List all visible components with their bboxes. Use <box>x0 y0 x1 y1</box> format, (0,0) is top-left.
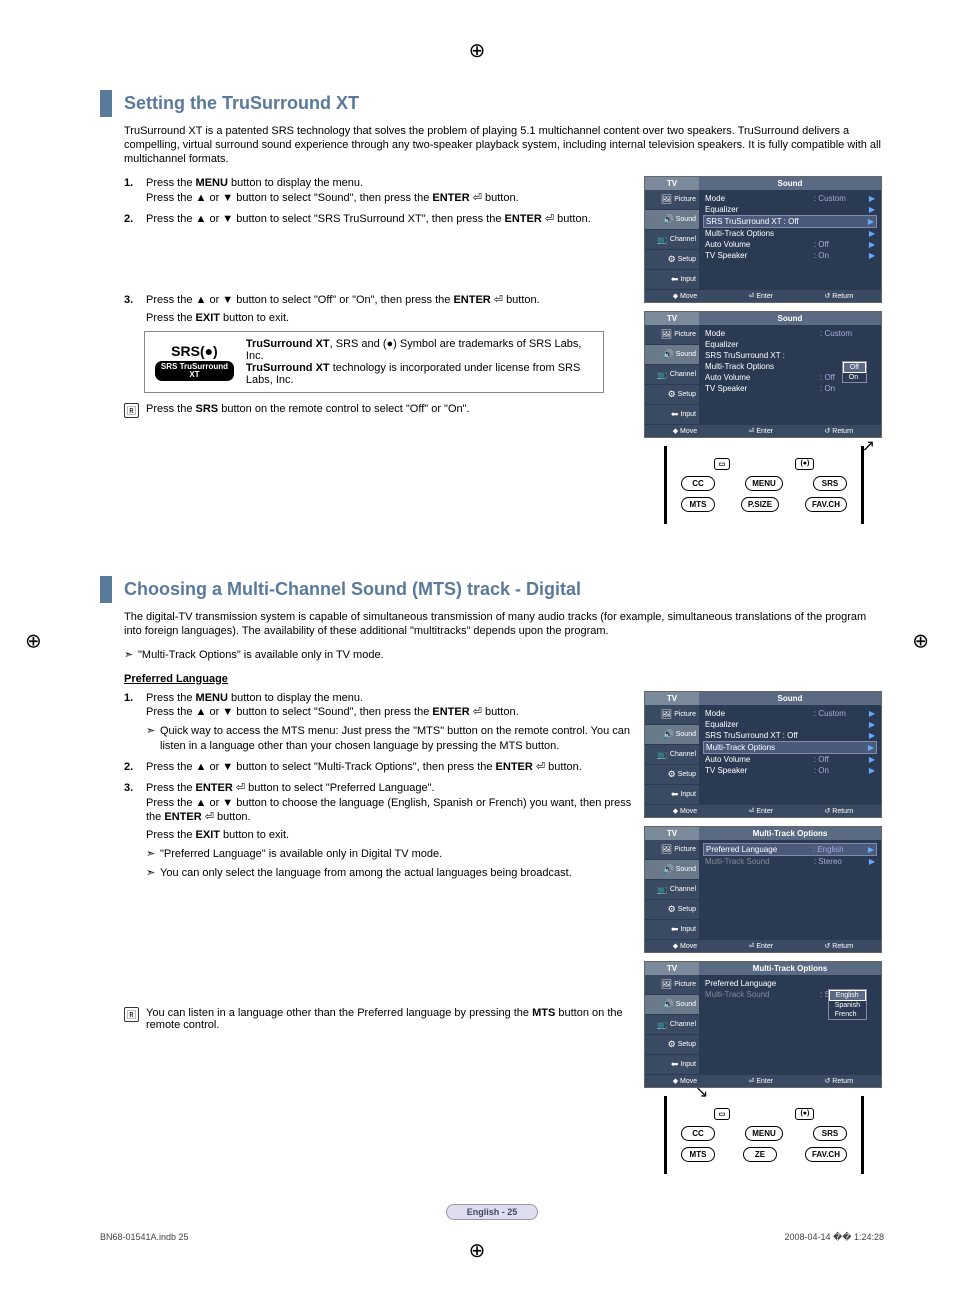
step-number: 2. <box>124 212 133 227</box>
step-number: 1. <box>124 176 133 191</box>
step-number: 3. <box>124 293 133 308</box>
crop-mark-icon: ⊕ <box>469 1238 486 1263</box>
step: 2. Press the ▲ or ▼ button to select "SR… <box>124 212 632 227</box>
remote-diagram-2: ▭(●)CCMENUSRSMTSZEFAV.CH↘ <box>664 1096 864 1174</box>
remote-diagram-1: ▭(●)CCMENUSRS↗MTSP.SIZEFAV.CH <box>664 446 864 524</box>
page-number: English - 25 <box>100 1206 884 1218</box>
arrow-icon: ↘ <box>695 1082 708 1102</box>
step-note: Quick way to access the MTS menu: Just p… <box>146 724 632 754</box>
remote-icon: 🅁 <box>124 1007 139 1022</box>
remote-button: CC <box>681 1126 715 1141</box>
remote-button: FAV.CH <box>805 497 847 512</box>
step: 3. Press the ▲ or ▼ button to select "Of… <box>124 293 632 326</box>
remote-button: P.SIZE <box>741 497 779 512</box>
remote-button: MTS <box>681 497 715 512</box>
remote-button: SRS <box>813 476 847 491</box>
remote-button: ZE <box>743 1147 777 1162</box>
step: 2. Press the ▲ or ▼ button to select "Mu… <box>124 760 632 775</box>
step: 3. Press the ENTER ⏎ button to select "P… <box>124 781 632 881</box>
remote-button: CC <box>681 476 715 491</box>
osd-panel-sound-3: TVSound🖼Picture🔊Sound📺Channel⚙Setup⬅Inpu… <box>644 691 882 818</box>
step: 1. Press the MENU button to display the … <box>124 176 632 206</box>
step-number: 3. <box>124 781 133 796</box>
remote-icon: 🅁 <box>124 403 139 418</box>
section-note: "Multi-Track Options" is available only … <box>124 649 884 663</box>
section-title: Choosing a Multi-Channel Sound (MTS) tra… <box>100 576 884 603</box>
osd-panel-mto-2: TVMulti-Track Options🖼Picture🔊Sound📺Chan… <box>644 961 882 1088</box>
step: 1. Press the MENU button to display the … <box>124 691 632 754</box>
remote-button: MENU <box>745 1126 783 1141</box>
osd-panel-sound-1: TVSound🖼Picture🔊Sound📺Channel⚙Setup⬅Inpu… <box>644 176 882 303</box>
srs-trademark-text: TruSurround XT, SRS and (●) Symbol are t… <box>246 338 593 386</box>
step-number: 2. <box>124 760 133 775</box>
arrow-icon: ↗ <box>862 436 875 456</box>
srs-logo-icon: SRS(●) SRS TruSurround XT <box>155 344 234 381</box>
footer-filename: BN68-01541A.indb 25 <box>100 1232 189 1243</box>
remote-button: MTS <box>681 1147 715 1162</box>
section-intro: TruSurround XT is a patented SRS technol… <box>100 125 884 166</box>
step-note: You can only select the language from am… <box>146 866 632 881</box>
osd-panel-sound-2: TVSound🖼Picture🔊Sound📺Channel⚙Setup⬅Inpu… <box>644 311 882 438</box>
section-title: Setting the TruSurround XT <box>100 90 884 117</box>
subheading: Preferred Language <box>124 673 884 685</box>
remote-button: SRS <box>813 1126 847 1141</box>
footer-timestamp: 2008-04-14 �� 1:24:28 <box>784 1232 884 1243</box>
step-note: "Preferred Language" is available only i… <box>146 847 632 862</box>
remote-tip: 🅁 You can listen in a language other tha… <box>100 1007 632 1031</box>
section-intro: The digital-TV transmission system is ca… <box>100 611 884 639</box>
osd-panel-mto-1: TVMulti-Track Options🖼Picture🔊Sound📺Chan… <box>644 826 882 953</box>
step-number: 1. <box>124 691 133 706</box>
srs-trademark-box: SRS(●) SRS TruSurround XT TruSurround XT… <box>144 331 604 393</box>
remote-button: FAV.CH <box>805 1147 847 1162</box>
remote-button: MENU <box>745 476 783 491</box>
remote-tip: 🅁 Press the SRS button on the remote con… <box>100 403 632 415</box>
